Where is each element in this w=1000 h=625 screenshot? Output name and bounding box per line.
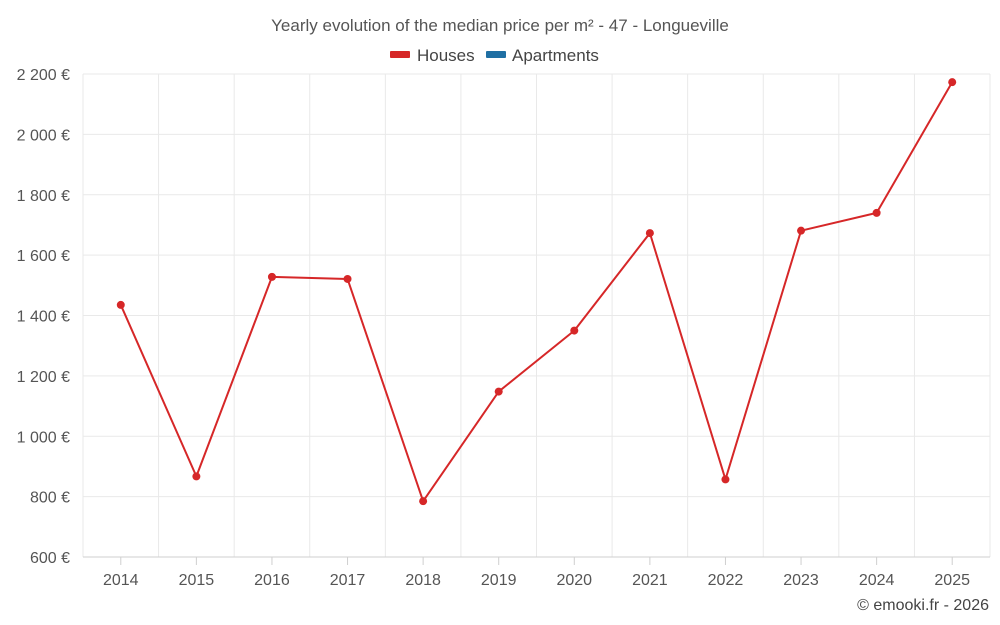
legend-item-apartments[interactable]: Apartments	[486, 46, 599, 65]
data-point-houses-2017[interactable]	[343, 274, 352, 283]
data-point-houses-2024[interactable]	[872, 208, 881, 217]
y-tick-label: 800 €	[30, 490, 70, 507]
legend: Houses Apartments	[390, 46, 599, 65]
x-tick-label: 2020	[556, 572, 592, 589]
data-point-houses-2021[interactable]	[645, 229, 654, 238]
y-tick-label: 1 400 €	[17, 309, 70, 326]
x-tick-label: 2019	[481, 572, 517, 589]
x-tick-label: 2015	[179, 572, 215, 589]
data-point-houses-2020[interactable]	[570, 326, 579, 335]
credit-text: © emooki.fr - 2026	[857, 597, 989, 614]
y-tick-label: 1 600 €	[17, 248, 70, 265]
data-point-houses-2018[interactable]	[419, 497, 428, 506]
x-tick-label: 2022	[708, 572, 744, 589]
legend-label-houses: Houses	[417, 46, 475, 65]
x-tick-label: 2016	[254, 572, 290, 589]
x-tick-label: 2025	[934, 572, 970, 589]
data-point-houses-2023[interactable]	[797, 226, 806, 235]
grid	[82, 73, 991, 557]
y-tick-label: 1 000 €	[17, 429, 70, 446]
data-point-houses-2015[interactable]	[192, 472, 201, 481]
legend-item-houses[interactable]: Houses	[390, 46, 475, 65]
legend-label-apartments: Apartments	[512, 46, 599, 65]
series-line-houses	[119, 81, 954, 503]
data-point-houses-2025[interactable]	[948, 78, 957, 87]
x-tick-label: 2014	[103, 572, 139, 589]
x-tick-label: 2024	[859, 572, 895, 589]
x-tick-label: 2017	[330, 572, 366, 589]
x-axis: 2014 2015 2016 2017 2018 2019 2020 2021 2022 2023…	[83, 556, 990, 589]
y-tick-label: 2 200 €	[17, 67, 70, 84]
chart-title: Yearly evolution of the median price per…	[271, 16, 729, 35]
y-tick-label: 1 800 €	[17, 188, 70, 205]
legend-swatch-houses	[390, 51, 410, 58]
y-tick-label: 1 200 €	[17, 369, 70, 386]
y-tick-label: 600 €	[30, 550, 70, 567]
data-point-houses-2014[interactable]	[116, 300, 125, 309]
x-tick-label: 2021	[632, 572, 668, 589]
legend-swatch-apartments	[486, 51, 506, 58]
data-point-houses-2019[interactable]	[494, 387, 503, 396]
x-tick-label: 2018	[405, 572, 441, 589]
data-point-houses-2022[interactable]	[721, 475, 730, 484]
x-tick-label: 2023	[783, 572, 819, 589]
y-axis: 600 € 800 € 1 000 € 1 200 € 1 400 € 1 600 € 1 …	[17, 67, 70, 567]
data-point-houses-2016[interactable]	[267, 272, 276, 281]
y-tick-label: 2 000 €	[17, 127, 70, 144]
series-houses	[116, 78, 957, 506]
